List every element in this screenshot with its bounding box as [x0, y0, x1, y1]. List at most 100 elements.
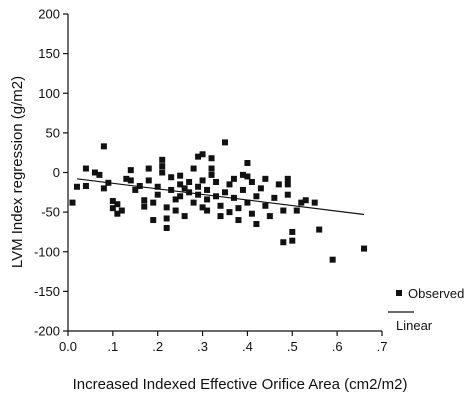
data-point [127, 167, 134, 174]
data-point [217, 202, 224, 209]
data-point [230, 175, 237, 182]
data-point [244, 173, 251, 180]
data-point [177, 181, 184, 188]
data-point [239, 186, 246, 193]
data-point [284, 181, 291, 188]
observed-points [69, 139, 368, 263]
data-point [302, 197, 309, 204]
data-point [244, 199, 251, 206]
x-tick-label: .2 [152, 339, 163, 354]
data-point [159, 169, 166, 176]
data-point [204, 196, 211, 203]
data-point [69, 199, 76, 206]
data-point [280, 239, 287, 246]
data-point [298, 199, 305, 206]
data-point [208, 155, 215, 162]
data-point [248, 179, 255, 186]
x-tick-label: .5 [287, 339, 298, 354]
data-point [199, 151, 206, 158]
data-point [163, 204, 170, 211]
data-point [82, 182, 89, 189]
data-point [293, 207, 300, 214]
data-point [195, 183, 202, 190]
data-point [186, 179, 193, 186]
data-point [127, 177, 134, 184]
y-tick-label: 200 [38, 7, 60, 22]
data-point [150, 217, 157, 224]
data-point [235, 217, 242, 224]
data-point [177, 172, 184, 179]
data-point [222, 139, 228, 146]
data-point [213, 179, 220, 186]
data-point [118, 207, 125, 214]
x-tick-label: 0.0 [59, 339, 77, 354]
data-point [289, 228, 296, 235]
data-point [361, 245, 368, 252]
data-point [190, 199, 197, 206]
data-point [262, 175, 269, 182]
x-tick-label: .3 [197, 339, 208, 354]
data-point [82, 165, 89, 172]
x-axis-title: Increased Indexed Effective Orifice Area… [73, 376, 408, 393]
data-point [109, 198, 116, 205]
data-point [123, 175, 130, 182]
data-point [177, 193, 184, 200]
data-point [172, 196, 179, 203]
data-point [190, 165, 197, 172]
data-point [284, 175, 291, 182]
data-point [100, 185, 107, 192]
y-tick-label: 100 [38, 86, 60, 101]
data-point [208, 171, 215, 178]
data-point [199, 177, 206, 184]
linear-fit [76, 178, 365, 216]
data-point [311, 199, 318, 206]
legend-observed-label: Observed [408, 286, 464, 301]
data-point [244, 159, 251, 166]
data-point [266, 213, 273, 220]
legend: Observed Linear [388, 286, 464, 333]
data-point [271, 194, 278, 201]
data-point [132, 186, 139, 193]
data-point [145, 165, 152, 172]
data-point [284, 191, 291, 198]
data-point [235, 205, 242, 212]
data-point [159, 163, 166, 170]
data-point [217, 213, 224, 220]
data-point [109, 205, 116, 212]
data-point [204, 207, 211, 214]
data-point [275, 181, 282, 188]
data-point [163, 215, 170, 222]
data-point [114, 210, 121, 217]
data-point [141, 197, 148, 204]
y-axis-ticks: -200 -150 -100 -50 0 50 100 150 200 [34, 7, 68, 339]
x-tick-label: .7 [377, 339, 388, 354]
data-point [195, 153, 202, 160]
data-point [154, 191, 161, 198]
x-tick-label: .4 [242, 339, 253, 354]
data-point [154, 183, 161, 190]
data-point [100, 143, 107, 150]
data-point [208, 165, 215, 172]
data-point [195, 191, 202, 198]
data-point [168, 174, 175, 181]
data-point [181, 213, 188, 220]
data-point [226, 181, 233, 188]
data-point [73, 183, 80, 190]
data-point [141, 203, 148, 210]
x-axis-ticks: 0.0 .1 .2 .3 .4 .5 .6 .7 [59, 331, 387, 354]
data-point [262, 202, 269, 209]
data-point [199, 204, 206, 211]
y-tick-label: -200 [34, 324, 60, 339]
data-point [253, 221, 260, 228]
data-point [226, 209, 233, 216]
data-point [159, 156, 166, 163]
legend-observed-marker [396, 290, 402, 296]
y-tick-label: -150 [34, 284, 60, 299]
y-tick-label: 50 [46, 125, 60, 140]
data-point [145, 177, 152, 184]
data-point [172, 207, 179, 214]
data-point [248, 210, 255, 217]
y-tick-label: 150 [38, 46, 60, 61]
data-point [280, 207, 287, 214]
